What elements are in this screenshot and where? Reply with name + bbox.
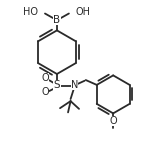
Text: O: O: [42, 87, 49, 97]
Text: O: O: [42, 73, 49, 83]
Text: HO: HO: [23, 7, 38, 17]
Text: B: B: [53, 15, 60, 25]
Text: OH: OH: [76, 7, 91, 17]
Text: S: S: [54, 80, 60, 90]
Text: O: O: [109, 116, 117, 126]
Text: N: N: [71, 80, 78, 90]
